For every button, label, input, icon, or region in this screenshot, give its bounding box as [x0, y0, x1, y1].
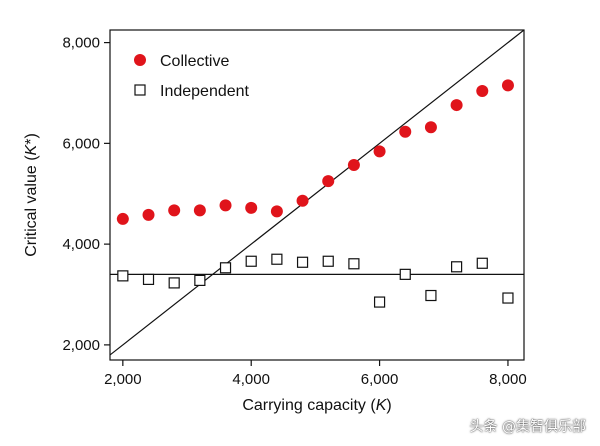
legend: Collective Independent — [134, 53, 250, 100]
point-independent — [476, 257, 488, 269]
point-independent — [271, 253, 283, 265]
point-collective — [450, 99, 463, 112]
y-axis: 2,000 4,000 6,000 8,000 — [62, 35, 110, 354]
point-independent — [245, 255, 257, 267]
point-collective — [296, 194, 309, 207]
x-tick-label: 4,000 — [232, 371, 270, 388]
point-independent — [117, 270, 129, 282]
watermark: 头条 @集智俱乐部 — [469, 419, 586, 435]
plot-frame — [109, 29, 525, 361]
point-independent — [296, 256, 309, 268]
point-independent — [451, 261, 463, 273]
point-collective — [424, 121, 437, 134]
legend-label-independent: Independent — [160, 83, 250, 100]
point-collective — [347, 159, 360, 172]
legend-marker-independent — [134, 84, 146, 96]
point-collective — [270, 205, 283, 218]
point-collective — [193, 204, 206, 217]
legend-marker-collective — [134, 54, 146, 66]
point-independent — [194, 274, 206, 286]
y-tick-label: 6,000 — [62, 135, 100, 152]
point-independent — [425, 289, 437, 302]
point-independent — [219, 262, 232, 274]
y-tick-label: 2,000 — [62, 337, 100, 354]
x-tick-label: 8,000 — [489, 371, 527, 388]
point-collective — [245, 201, 258, 214]
point-collective — [373, 145, 386, 158]
x-axis-title: Carrying capacity (K) — [242, 397, 391, 414]
x-axis: 2,000 4,000 6,000 8,000 — [104, 360, 527, 388]
x-tick-label: 2,000 — [104, 371, 142, 388]
y-axis-title: Critical value (K*) — [23, 133, 40, 257]
series-independent — [117, 253, 514, 308]
series-layer — [116, 79, 514, 308]
point-collective — [322, 175, 335, 188]
point-collective — [142, 208, 155, 221]
point-independent — [373, 296, 386, 308]
point-collective — [399, 125, 412, 138]
x-tick-label: 6,000 — [361, 371, 399, 388]
point-collective — [476, 84, 489, 97]
legend-label-collective: Collective — [160, 53, 229, 70]
point-collective — [116, 212, 129, 225]
point-independent — [142, 273, 155, 285]
point-independent — [168, 277, 180, 289]
identity-line — [110, 30, 524, 356]
point-independent — [502, 292, 514, 304]
reference-lines — [110, 30, 524, 356]
point-collective — [501, 79, 514, 92]
point-independent — [322, 255, 334, 267]
point-collective — [219, 199, 232, 212]
point-independent — [399, 268, 411, 280]
point-collective — [168, 204, 181, 217]
point-independent — [348, 258, 360, 270]
y-tick-label: 4,000 — [62, 236, 100, 253]
series-collective — [116, 79, 514, 225]
y-tick-label: 8,000 — [62, 35, 100, 52]
